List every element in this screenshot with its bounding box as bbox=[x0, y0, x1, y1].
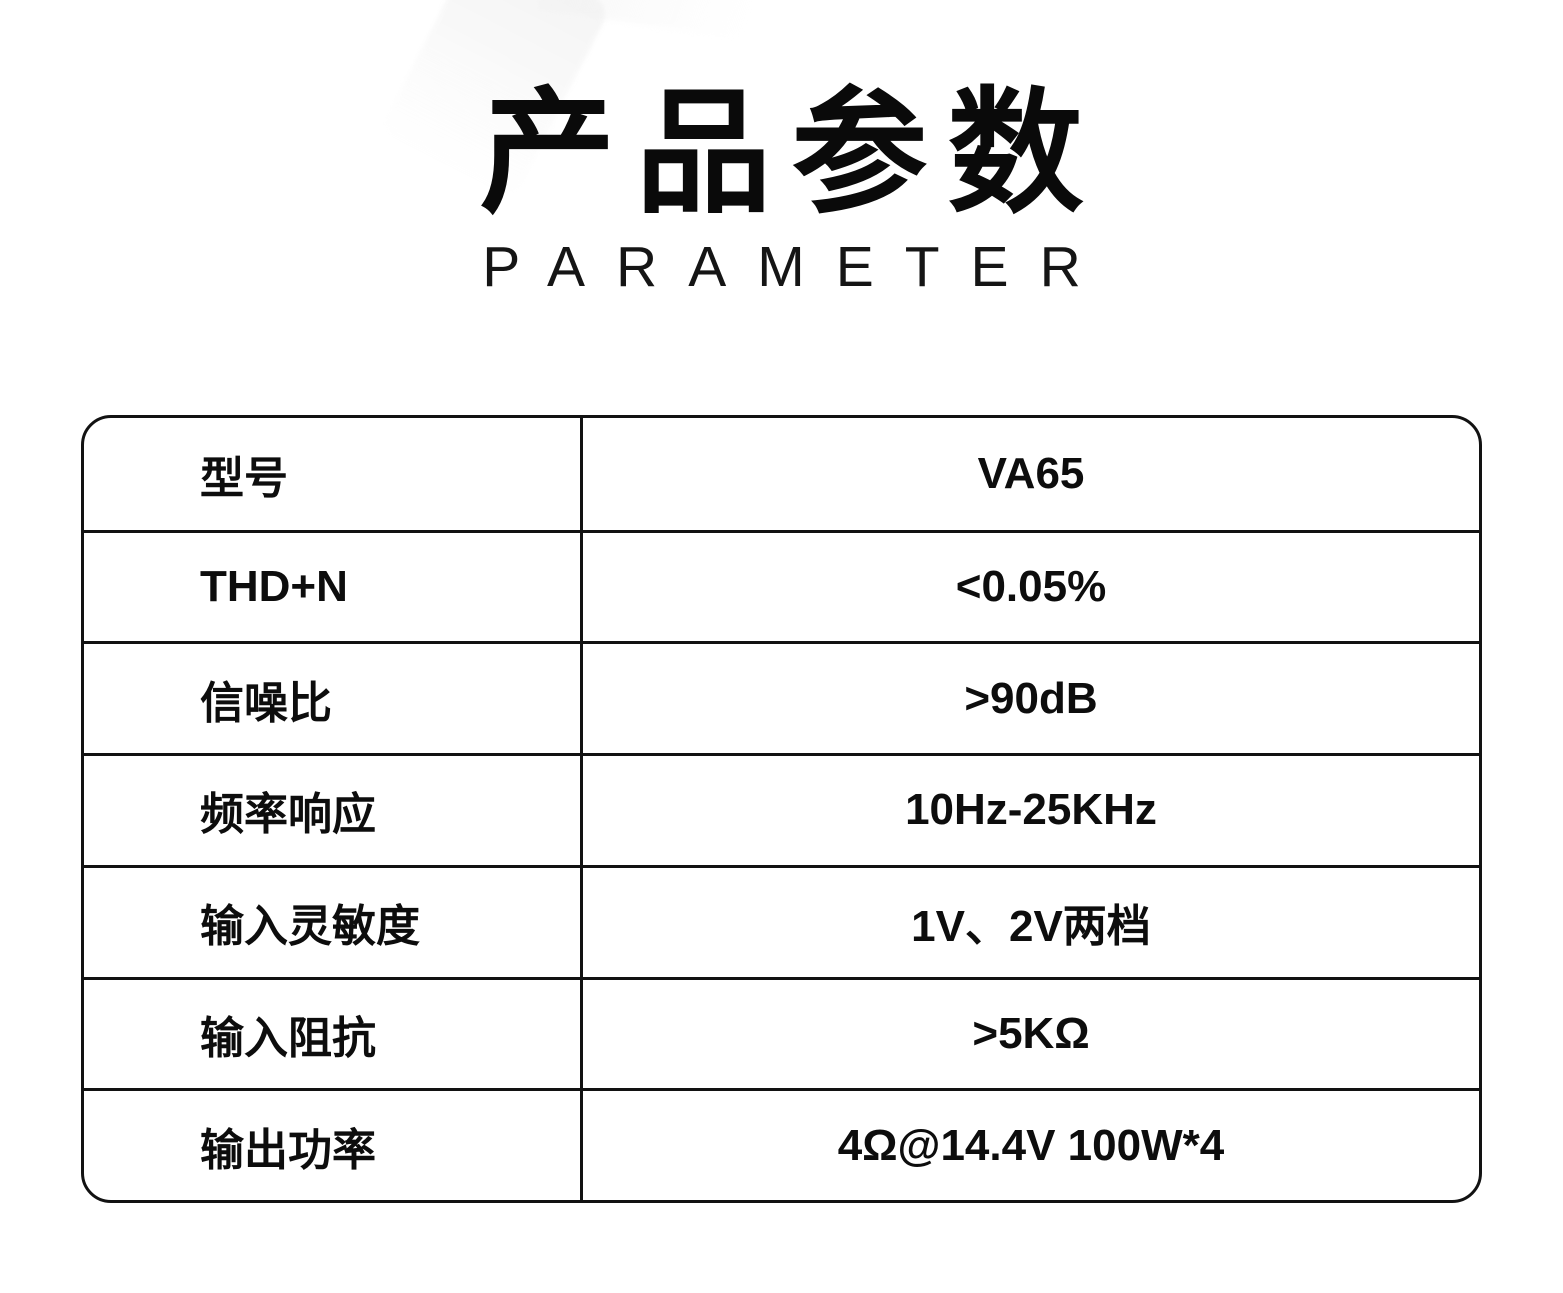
spec-label: 信噪比 bbox=[84, 644, 583, 754]
page-title: 产品参数 bbox=[479, 77, 1104, 229]
spec-row-model: 型号 VA65 bbox=[84, 418, 1479, 530]
page-header: 产品参数 PARAMETER bbox=[0, 82, 1563, 296]
page-subtitle: PARAMETER bbox=[482, 234, 1112, 299]
spec-value: 1V、2V两档 bbox=[911, 902, 1151, 952]
spec-label: 输出功率 bbox=[84, 1091, 583, 1200]
spec-row-input-impedance: 输入阻抗 >5KΩ bbox=[84, 976, 1479, 1089]
spec-value: >5KΩ bbox=[972, 1008, 1090, 1058]
spec-value: >90dB bbox=[964, 673, 1098, 723]
spec-label: THD+N bbox=[84, 532, 583, 642]
spec-table: 型号 VA65 THD+N <0.05% 信噪比 >90dB 频率响应 10Hz… bbox=[81, 415, 1482, 1203]
spec-row-snr: 信噪比 >90dB bbox=[84, 641, 1479, 754]
spec-label: 输入阻抗 bbox=[84, 979, 583, 1089]
spec-label: 输入灵敏度 bbox=[84, 867, 583, 977]
spec-row-output-power: 输出功率 4Ω@14.4V 100W*4 bbox=[84, 1088, 1479, 1200]
spec-row-input-sensitivity: 输入灵敏度 1V、2V两档 bbox=[84, 864, 1479, 977]
spec-row-thd: THD+N <0.05% bbox=[84, 529, 1479, 642]
spec-value: 10Hz-25KHz bbox=[905, 785, 1157, 835]
spec-label: 频率响应 bbox=[84, 756, 583, 865]
spec-row-frequency-response: 频率响应 10Hz-25KHz bbox=[84, 753, 1479, 865]
spec-value: 4Ω@14.4V 100W*4 bbox=[837, 1120, 1225, 1170]
spec-value: <0.05% bbox=[955, 562, 1107, 612]
spec-value: VA65 bbox=[977, 448, 1085, 498]
spec-label: 型号 bbox=[84, 418, 583, 530]
